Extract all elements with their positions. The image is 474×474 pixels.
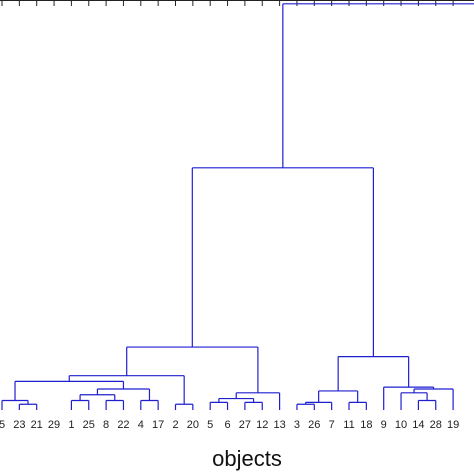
leaf-label: 9 <box>381 419 387 431</box>
leaf-label: 27 <box>239 419 251 431</box>
leaf-label: 12 <box>256 419 268 431</box>
leaf-label: 17 <box>152 419 164 431</box>
leaf-label: 26 <box>308 419 320 431</box>
leaf-label: 29 <box>48 419 60 431</box>
leaf-label: 4 <box>138 419 144 431</box>
top-axis-ticks <box>0 0 474 6</box>
dendrogram-links <box>1 3 474 410</box>
leaf-label: 22 <box>117 419 129 431</box>
leaf-label: 25 <box>83 419 95 431</box>
leaf-label: 28 <box>430 419 442 431</box>
leaf-label: 23 <box>13 419 25 431</box>
leaf-label: 5 <box>207 419 213 431</box>
leaf-label: 18 <box>360 419 372 431</box>
leaf-label: 3 <box>294 419 300 431</box>
leaf-label: 1 <box>68 419 74 431</box>
leaf-label: 19 <box>447 419 459 431</box>
leaf-label: 2 <box>172 419 178 431</box>
leaf-label: 21 <box>31 419 43 431</box>
leaf-label: 13 <box>273 419 285 431</box>
leaf-label: 7 <box>329 419 335 431</box>
leaf-label: 11 <box>343 419 354 431</box>
x-axis-title: objects <box>212 446 282 471</box>
leaf-label: 10 <box>395 419 407 431</box>
leaf-labels: 5 23 21 29 1 25 8 22 4 17 2 20 5 6 27 12 13 3 26 7 11 18 9 10 14… <box>0 419 459 431</box>
leaf-label: 6 <box>224 419 230 431</box>
leaf-label: 20 <box>187 419 199 431</box>
leaf-label: 5 <box>0 419 5 431</box>
leaf-label: 14 <box>412 419 424 431</box>
leaf-label: 8 <box>103 419 109 431</box>
